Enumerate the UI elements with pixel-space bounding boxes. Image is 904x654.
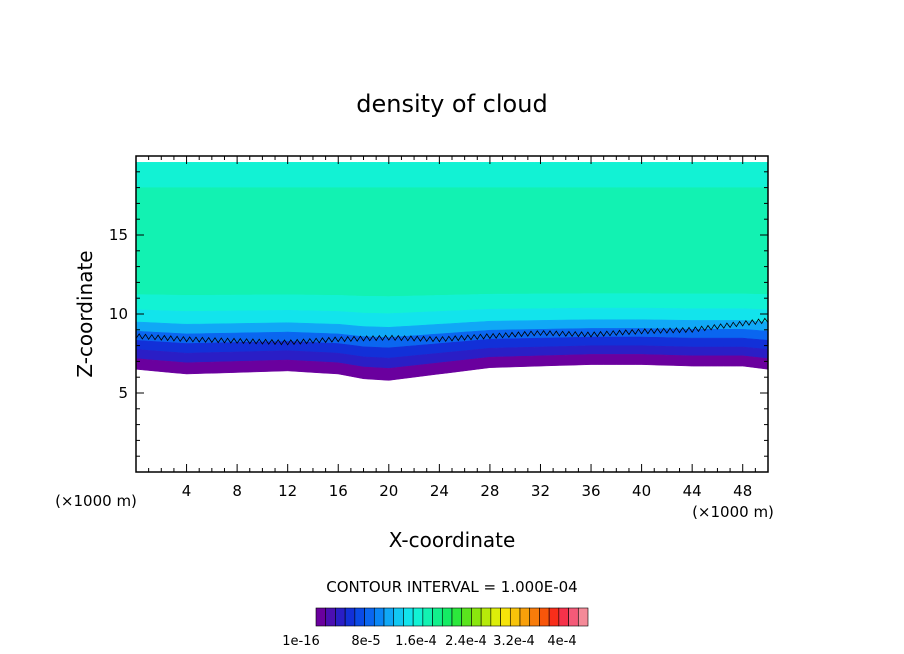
colorbar-swatch <box>383 607 395 627</box>
x-tick-label: 36 <box>581 482 600 500</box>
colorbar-swatch <box>577 607 589 627</box>
x-tick-label: 4 <box>182 482 192 500</box>
colorbar-label: 4e-4 <box>547 634 576 649</box>
plot-area <box>136 162 768 381</box>
y-tick-label: 5 <box>118 384 128 402</box>
contour-band-8 <box>136 354 768 381</box>
colorbar-swatch <box>344 607 356 627</box>
colorbar-swatch <box>500 607 511 627</box>
contour-band-0 <box>136 162 768 188</box>
colorbar-swatch <box>315 607 327 627</box>
y-axis-label: Z-coordinate <box>73 250 97 377</box>
colorbar-swatch <box>364 607 375 627</box>
x-tick-label: 28 <box>480 482 499 500</box>
contour-band-1 <box>136 187 768 297</box>
colorbar-label: 3.2e-4 <box>493 634 535 649</box>
colorbar-swatch <box>509 607 521 627</box>
x-tick-label: 48 <box>733 482 752 500</box>
colorbar-swatch <box>354 607 365 627</box>
colorbar-swatch <box>471 607 482 627</box>
colorbar-swatch <box>539 607 550 627</box>
z-unit-label: (×1000 m) <box>55 492 137 510</box>
colorbar-label: 1.6e-4 <box>395 634 437 649</box>
colorbar-swatch <box>403 607 414 627</box>
y-tick-label: 10 <box>109 305 128 323</box>
colorbar-swatch <box>412 607 424 627</box>
x-tick-label: 40 <box>632 482 651 500</box>
colorbar-swatch <box>451 607 463 627</box>
contour-interval-text: CONTOUR INTERVAL = 1.000E-04 <box>326 578 577 596</box>
colorbar: 1e-16 8e-5 1.6e-4 2.4e-4 3.2e-4 4e-4 <box>282 607 589 649</box>
x-tick-label: 12 <box>278 482 297 500</box>
x-tick-label: 24 <box>430 482 449 500</box>
colorbar-swatch <box>529 607 540 627</box>
colorbar-swatch <box>441 607 453 627</box>
colorbar-swatch <box>548 607 560 627</box>
x-tick-label: 44 <box>683 482 702 500</box>
plot-frame <box>135 155 769 473</box>
contour-line <box>136 317 768 346</box>
x-tick-label: 32 <box>531 482 550 500</box>
colorbar-swatch <box>461 607 472 627</box>
colorbar-swatch <box>490 607 501 627</box>
x-tick-label: 16 <box>329 482 348 500</box>
colorbar-swatch <box>558 607 569 627</box>
colorbar-swatch <box>519 607 531 627</box>
colorbar-swatch <box>432 607 443 627</box>
colorbar-swatch <box>393 607 404 627</box>
chart-title: density of cloud <box>356 90 547 118</box>
colorbar-swatch <box>422 607 433 627</box>
colorbar-swatch <box>568 607 579 627</box>
y-tick-label: 15 <box>109 226 128 244</box>
colorbar-swatch <box>373 607 385 627</box>
colorbar-label: 2.4e-4 <box>445 634 487 649</box>
x-tick-label: 20 <box>379 482 398 500</box>
x-unit-label: (×1000 m) <box>692 503 774 521</box>
colorbar-swatch <box>325 607 336 627</box>
colorbar-swatch <box>335 607 346 627</box>
colorbar-swatch <box>480 607 492 627</box>
x-axis-label: X-coordinate <box>389 528 516 552</box>
colorbar-label: 1e-16 <box>282 634 320 649</box>
colorbar-label: 8e-5 <box>351 634 380 649</box>
x-tick-label: 8 <box>232 482 242 500</box>
